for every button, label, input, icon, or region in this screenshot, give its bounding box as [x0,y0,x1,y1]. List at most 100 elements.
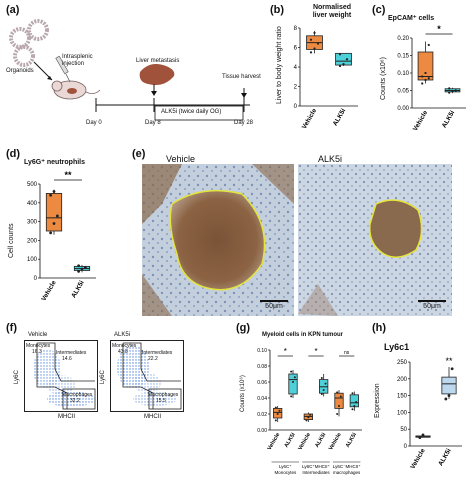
panel-h-label: (h) [372,322,387,334]
y-tick-label: 0.06 [257,380,267,386]
alk5i-histology-image: 50μm [298,164,452,316]
panel-c-title: EpCAM⁺ cells [388,15,435,22]
box-alk5i [441,376,457,395]
y-tick-label: 100 [27,257,38,263]
data-point [309,51,313,54]
flow-alk5i-plot [110,340,184,412]
flow-vehicle-xlabel: MHCII [58,414,75,420]
group-label: Monocytes [274,470,297,475]
y-tick-label: 4 [294,65,298,71]
y-tick-label: 0.08 [257,364,267,370]
panel-c-label: (c) [372,4,386,16]
y-tick-label: 100 [397,410,408,416]
data-point [52,222,56,225]
data-point [418,436,422,439]
group-label: Ly6C⁺ [279,464,292,469]
flow-alk5i-scatter [117,342,182,410]
y-tick-label: 150 [397,394,408,400]
x-tick-label: Vehicle [328,432,343,451]
alk5i-macrophages-gate: Macrophages 15.5 [148,392,179,404]
data-point [77,270,81,273]
data-point [421,82,424,85]
day8-label: Day 8 [145,120,161,126]
syringe-icon [55,55,71,83]
data-point [336,413,339,415]
x-tick-label: Vehicle [301,107,318,130]
data-point [448,91,451,94]
mouse-icon [51,80,101,100]
sig-label: * [437,24,441,34]
y-tick-label: 0.15 [397,54,409,60]
panel-g-label: (g) [236,322,251,334]
data-point [351,392,354,395]
y-tick-label: 0 [294,104,298,110]
y-tick-label: 6 [294,46,298,52]
treatment-box [154,105,244,121]
flow-vehicle-scatter [33,342,96,410]
data-point [83,266,87,270]
data-point [342,62,345,66]
x-tick-label: ALK5i [70,279,86,299]
group-label: Intermediates [302,470,330,475]
data-point [290,395,293,398]
organoids-icon [9,19,49,67]
panel-h-title: Ly6c1 [384,342,410,352]
data-point [424,78,427,82]
data-point [421,433,425,437]
sig-label: * [314,347,317,356]
data-point [353,405,356,407]
alk5i-scale-bar: 50μm [418,300,446,310]
data-point [448,87,451,90]
panel-f-label: (f) [6,322,17,334]
data-point [427,77,430,80]
box-vehicle [45,192,63,232]
vehicle-monocytes-gate: Monocytes 16.3 [26,343,51,355]
y-tick-label: 50 [400,427,407,433]
data-point [309,38,313,41]
x-tick-label: ALK5i [441,109,457,129]
y-tick-label: 400 [27,201,38,207]
y-tick-label: 0.20 [397,36,409,42]
chart-d: 0 100 200 300 400 500 Vehicle ALK5i ** [27,170,96,302]
y-tick-label: 0.10 [397,71,409,77]
y-tick-label: 200 [397,377,408,383]
alk5i-monocytes-gate: Monocytes 43.8 [112,343,137,355]
data-point [49,231,53,235]
data-point [450,367,454,371]
vehicle-macrophages-gate: Macrophages 32.2 [62,392,93,404]
data-point [421,75,424,78]
flow-vehicle-title: Vehicle [28,332,48,338]
flow-alk5i-ylabel: Ly6C [100,370,106,384]
data-point [77,264,81,268]
data-point [338,53,342,56]
data-point [276,413,279,415]
box-vehicle [334,392,344,409]
data-point [424,71,427,75]
liver-icon [139,64,175,96]
day28-label: Day 28 [234,120,254,126]
panel-g-title: Myeloid cells in KPN tumour [262,332,344,338]
panel-b-label: (b) [270,4,285,16]
data-point [336,391,339,394]
injection-label: Intrasplenic injection [62,54,93,67]
data-point [320,393,323,395]
flow-alk5i-xlabel: MHCII [144,414,161,420]
y-tick-label: 250 [397,360,408,366]
data-point [55,214,59,218]
alk5i-intermediates-gate: Intermediates 22.2 [142,350,173,362]
flow-alk5i-title: ALK5i [114,332,131,338]
flow-vehicle-ylabel: Ly6C [14,370,20,384]
data-point [274,419,277,422]
y-tick-label: 300 [27,220,38,226]
chart-h: 0 50 100 150 200 250 Vehicle ALK5i ** [397,356,462,470]
sig-label: ns [344,350,350,356]
data-point [351,408,354,411]
y-tick-label: 0.00 [257,428,267,434]
panel-a-schematic [9,19,250,121]
y-tick-label: 0.10 [257,348,267,354]
data-point [324,382,327,385]
data-point [451,90,454,93]
data-point [339,395,342,398]
metastasis-label: Liver metastasis [136,58,180,64]
